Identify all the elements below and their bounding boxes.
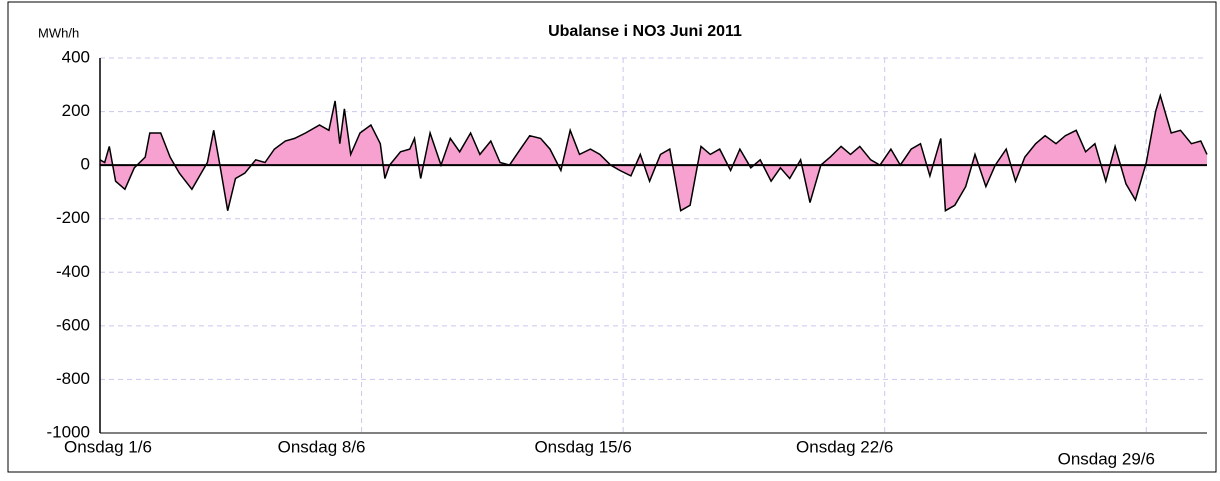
y-tick-label: -1000 xyxy=(47,422,90,441)
y-tick-label: -600 xyxy=(56,315,90,334)
x-tick-label: Onsdag 29/6 xyxy=(1058,449,1155,468)
x-tick-label: Onsdag 15/6 xyxy=(534,437,631,456)
y-tick-label: 200 xyxy=(62,101,90,120)
x-tick-label: Onsdag 1/6 xyxy=(64,437,152,456)
chart-frame xyxy=(7,1,1217,473)
y-tick-label: 400 xyxy=(62,47,90,66)
x-tick-label: Onsdag 8/6 xyxy=(278,437,366,456)
area xyxy=(100,95,1207,211)
y-unit: MWh/h xyxy=(38,25,79,40)
y-tick-label: -400 xyxy=(56,262,90,281)
y-tick-label: 0 xyxy=(81,155,90,174)
y-tick-label: -200 xyxy=(56,208,90,227)
y-tick-label: -800 xyxy=(56,369,90,388)
chart-title: Ubalanse i NO3 Juni 2011 xyxy=(548,23,742,40)
line xyxy=(99,92,1208,212)
x-tick-label: Onsdag 22/6 xyxy=(796,437,893,456)
